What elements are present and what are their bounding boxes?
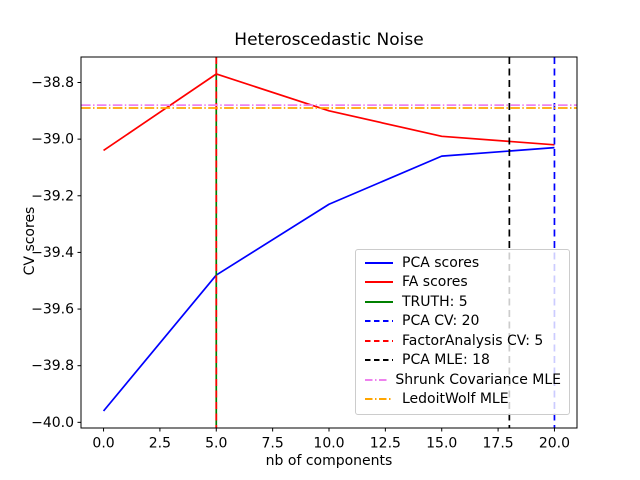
x-tick-label: 2.5 xyxy=(149,436,171,452)
legend-entry-pca-cv-20: PCA CV: 20 xyxy=(364,312,561,332)
factoranalysis-cv-5-legend-line-icon xyxy=(365,339,393,342)
fa-scores-line xyxy=(103,73,555,152)
pca-mle-18-legend-line-icon xyxy=(365,359,393,362)
legend-label: TRUTH: 5 xyxy=(402,293,468,310)
pca-cv-20-legend-line-icon xyxy=(365,320,393,323)
pca-scores-line xyxy=(102,146,555,412)
x-tick-label: 17.5 xyxy=(483,436,514,452)
y-tick-label: −38.8 xyxy=(31,75,74,91)
legend-label: LedoitWolf MLE xyxy=(402,391,509,408)
pca-scores-legend-line-icon xyxy=(365,261,393,264)
x-tick-label: 15.0 xyxy=(426,436,457,452)
x-tick-label: 7.5 xyxy=(262,436,284,452)
legend-entry-truth-5: TRUTH: 5 xyxy=(364,292,561,312)
shrunk-covariance-mle-legend-line-icon xyxy=(365,378,388,381)
y-axis-label: CV scores xyxy=(22,206,38,276)
legend-label: Shrunk Covariance MLE xyxy=(395,371,561,388)
legend-label: PCA CV: 20 xyxy=(402,313,480,330)
y-tick-label: −39.2 xyxy=(31,188,74,204)
legend-label: PCA scores xyxy=(402,254,480,271)
x-tick-label: 12.5 xyxy=(370,436,401,452)
y-tick-label: −39.0 xyxy=(31,132,74,148)
legend-entry-factoranalysis-cv-5: FactorAnalysis CV: 5 xyxy=(364,331,561,351)
x-tick-label: 5.0 xyxy=(205,436,227,452)
chart-title: Heteroscedastic Noise xyxy=(234,30,424,50)
axes-frame xyxy=(80,56,578,429)
legend-entry-ledoitwolf-mle: LedoitWolf MLE xyxy=(364,390,561,410)
x-axis-label: nb of components xyxy=(265,453,393,469)
legend-label: FA scores xyxy=(402,274,468,291)
legend-label: FactorAnalysis CV: 5 xyxy=(402,332,544,349)
y-tick-label: −39.8 xyxy=(31,358,74,374)
legend-label: PCA MLE: 18 xyxy=(402,352,490,369)
y-tick-label: −39.6 xyxy=(31,302,74,318)
legend-entry-pca-mle-18: PCA MLE: 18 xyxy=(364,351,561,371)
ledoitwolf-mle-legend-line-icon xyxy=(365,398,393,401)
legend-entry-fa-scores: FA scores xyxy=(364,273,561,293)
legend-entry-pca-scores: PCA scores xyxy=(364,253,561,273)
x-tick-label: 10.0 xyxy=(313,436,344,452)
x-tick-label: 20.0 xyxy=(539,436,570,452)
y-tick-label: −39.4 xyxy=(31,245,74,261)
truth-5-legend-line-icon xyxy=(365,300,393,303)
y-tick-label: −40.0 xyxy=(31,415,74,431)
legend: PCA scores FA scores TRUTH: 5 PCA CV: 20 Fac… xyxy=(355,249,570,415)
fa-scores-legend-line-icon xyxy=(365,281,393,284)
legend-entry-shrunk-covariance-mle: Shrunk Covariance MLE xyxy=(364,370,561,390)
x-tick-label: 0.0 xyxy=(92,436,114,452)
